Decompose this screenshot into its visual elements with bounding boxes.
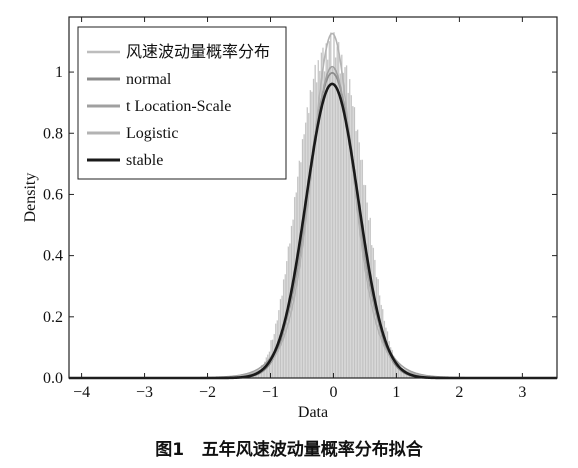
histogram-bar xyxy=(385,327,387,379)
x-tick-label: −4 xyxy=(73,384,90,401)
y-tick-label: 0.4 xyxy=(43,248,63,265)
histogram-bar xyxy=(308,112,310,379)
legend-entry-label: Logistic xyxy=(126,125,178,142)
histogram-bar xyxy=(339,73,341,379)
y-axis-label: Density xyxy=(22,173,39,223)
histogram-bar xyxy=(327,59,329,379)
x-tick-label: −2 xyxy=(199,384,216,401)
legend: 风速波动量概率分布 normal t Location-Scale Logistic s… xyxy=(77,26,287,180)
axes-frame xyxy=(68,16,558,379)
histogram-bar xyxy=(334,57,337,379)
legend-entry-label: stable xyxy=(126,152,163,169)
y-tick-label: 0.0 xyxy=(43,370,63,387)
histogram-bar xyxy=(383,320,386,379)
histogram-bar xyxy=(349,79,351,379)
histogram-bar xyxy=(361,159,364,379)
x-tick-label: −1 xyxy=(262,384,279,401)
x-axis-label: Data xyxy=(298,404,328,421)
histogram-bar xyxy=(352,106,354,379)
histogram-bar xyxy=(353,107,356,379)
histogram-bar xyxy=(364,184,367,379)
histogram-bar xyxy=(306,107,308,379)
histogram-bar xyxy=(350,95,352,379)
histogram-bar xyxy=(366,202,368,379)
histogram-bar xyxy=(301,139,304,379)
x-tick-label: 0 xyxy=(329,384,337,401)
x-tick-label: 1 xyxy=(392,384,400,401)
y-tick-label: 1 xyxy=(55,64,63,81)
y-tick-label: 0.8 xyxy=(43,125,63,142)
histogram-bar xyxy=(360,159,362,379)
legend-entry-label: t Location-Scale xyxy=(126,98,231,115)
histogram-bar xyxy=(342,72,345,379)
figure-caption: 图1 五年风速波动量概率分布拟合 xyxy=(155,439,424,460)
histogram-bar xyxy=(371,245,373,379)
y-tick-label: 0.2 xyxy=(43,309,63,326)
histogram-bar xyxy=(356,129,359,379)
histogram-bar xyxy=(367,220,370,379)
axis-ticks: −4 −3 −2 −1 0 1 2 3 0.0 0.2 0.4 0.6 0.8 1 xyxy=(43,17,557,401)
histogram-bar xyxy=(363,184,365,379)
histogram-bar xyxy=(314,64,316,379)
y-tick-label: 0.6 xyxy=(43,186,63,203)
x-tick-label: 2 xyxy=(455,384,463,401)
histogram-bar xyxy=(355,130,357,379)
histogram-bar xyxy=(311,91,313,379)
histogram-bar xyxy=(300,162,302,379)
histogram-bar xyxy=(304,122,307,379)
histogram-bar xyxy=(328,41,330,379)
legend-entry-label: normal xyxy=(126,71,172,88)
histogram-bar xyxy=(331,67,334,379)
x-tick-label: −3 xyxy=(136,384,153,401)
histogram-bar xyxy=(312,78,315,379)
histogram-bar xyxy=(323,71,326,379)
histogram-bar xyxy=(336,46,338,379)
x-tick-label: 3 xyxy=(518,384,526,401)
histogram-bar xyxy=(358,142,360,379)
legend-entry-label: 风速波动量概率分布 xyxy=(126,43,270,61)
histogram-bar xyxy=(303,134,305,379)
histogram-bar xyxy=(309,90,312,379)
